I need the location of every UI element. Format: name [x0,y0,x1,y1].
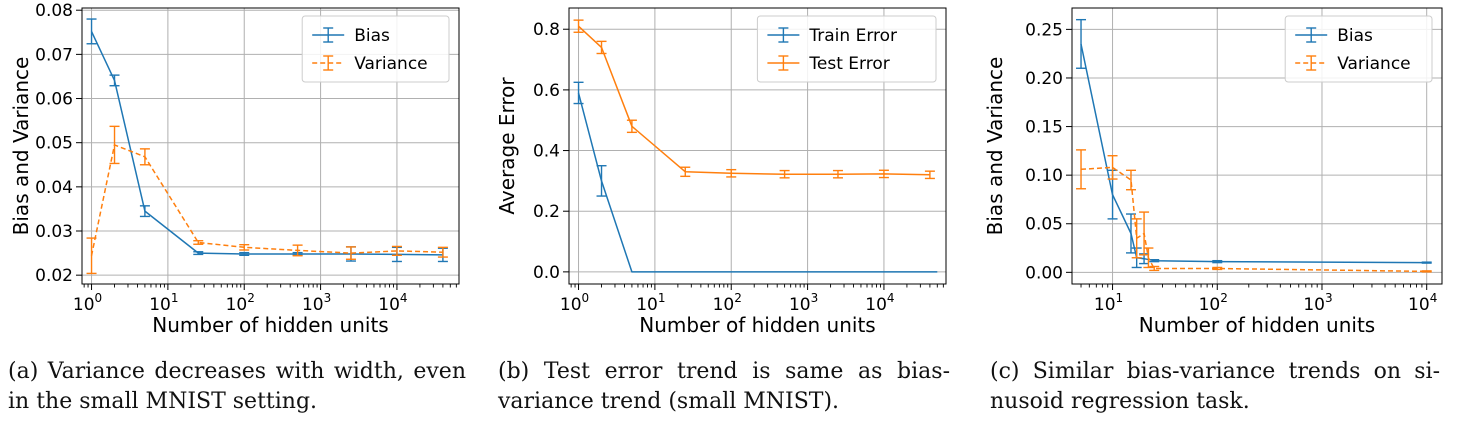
legend-box [1284,15,1433,83]
y-tick-label-6: 0.08 [35,1,73,21]
series-variance [86,125,448,275]
x-tick-label-2: 102 [226,291,255,315]
x-tick-label-1: 101 [149,291,178,315]
figure-panel-a: 100 101 102 103 104 0.02 0.03 0.04 0.05 0.06 0.07 0… [0,0,486,423]
chart-bias-variance-mnist: 100 101 102 103 104 0.02 0.03 0.04 0.05 0.06 0.07 0… [9,1,460,337]
y-tick-label-0: 0.0 [533,263,560,283]
y-tick-label-3: 0.05 [35,134,73,154]
caption-c-line1: Similar bias-variance trends on si- [1032,359,1441,384]
x-tick-label-1: 101 [636,291,665,315]
caption-a-line1: Variance decreases with width, even [47,359,466,384]
caption-b-line1: Test error trend is same as bias- [543,359,950,384]
x-tick-label-0: 100 [73,291,102,315]
legend-box [301,15,450,83]
plot-frame [1071,7,1443,285]
y-axis-label: Bias and Variance [983,57,1007,236]
y-tick-label-3: 0.6 [533,81,560,101]
series-train-error [573,81,938,273]
y-tick-label-4: 0.20 [1025,69,1063,89]
x-tick-label-3: 103 [302,291,331,315]
y-tick-label-0: 0.00 [1025,263,1063,283]
y-tick-label-1: 0.05 [1025,215,1063,235]
y-tick-label-5: 0.25 [1025,20,1063,40]
chart-bias-variance-sinusoid: 101 102 103 104 0.00 0.05 0.10 0.15 0.20 0.25 Numb… [983,7,1443,337]
y-tick-label-2: 0.10 [1025,166,1063,186]
series-variance [1076,149,1432,273]
x-axis-label: Number of hidden units [1139,313,1375,337]
caption-a-tag: (a) [8,359,39,384]
x-tick-label-4: 104 [865,291,894,315]
caption-a: (a) Variance decreases with width, even … [8,357,466,417]
legend-label-0: Bias [354,26,390,46]
y-tick-label-0: 0.02 [35,266,73,286]
x-tick-label-2: 102 [713,291,742,315]
x-tick-label-2: 103 [1303,291,1332,315]
legend-label-0: Bias [1337,26,1373,46]
y-axis-label: Average Error [495,77,519,215]
y-tick-label-4: 0.8 [533,20,560,40]
x-tick-label-1: 102 [1199,291,1228,315]
caption-c: (c) Similar bias-variance trends on si- … [990,357,1440,417]
y-tick-label-2: 0.04 [35,178,73,198]
y-tick-label-1: 0.2 [533,202,560,222]
x-tick-label-4: 104 [378,291,407,315]
x-tick-label-3: 103 [789,291,818,315]
y-tick-label-5: 0.07 [35,45,73,65]
legend-label-1: Variance [354,54,427,74]
caption-c-tag: (c) [990,359,1020,384]
x-tick-label-3: 104 [1408,291,1437,315]
legend: Bias Variance [301,15,450,83]
figure-panel-b: 100 101 102 103 104 0.0 0.2 0.4 0.6 0.8 Number of … [486,0,972,423]
legend-label-0: Train Error [808,26,897,46]
x-tick-label-0: 101 [1094,291,1123,315]
figure-panel-c: 101 102 103 104 0.00 0.05 0.10 0.15 0.20 0.25 Numb… [972,0,1459,423]
caption-b: (b) Test error trend is same as bias- va… [498,357,950,417]
y-tick-label-3: 0.15 [1025,118,1063,138]
y-tick-label-2: 0.4 [533,142,560,162]
legend: Train Error Test Error [756,15,937,83]
plot-frame [568,7,947,285]
legend-label-1: Variance [1337,54,1410,74]
x-tick-label-0: 100 [560,291,589,315]
caption-c-line2: nusoid regression task. [990,389,1250,414]
legend-box [756,15,937,83]
caption-a-line2: in the small MNIST setting. [8,389,318,414]
y-tick-label-1: 0.03 [35,222,73,242]
plot-frame [81,7,460,285]
series-test-error [573,19,935,180]
caption-b-line2: variance trend (small MNIST). [498,389,840,414]
x-axis-label: Number of hidden units [152,313,388,337]
y-axis-label: Bias and Variance [9,57,33,236]
caption-b-tag: (b) [498,359,530,384]
legend-label-1: Test Error [808,54,889,74]
chart-average-error-mnist: 100 101 102 103 104 0.0 0.2 0.4 0.6 0.8 Number of … [495,7,947,337]
x-axis-label: Number of hidden units [639,313,875,337]
y-tick-label-4: 0.06 [35,90,73,110]
series-line-0 [577,92,938,273]
legend: Bias Variance [1284,15,1433,83]
